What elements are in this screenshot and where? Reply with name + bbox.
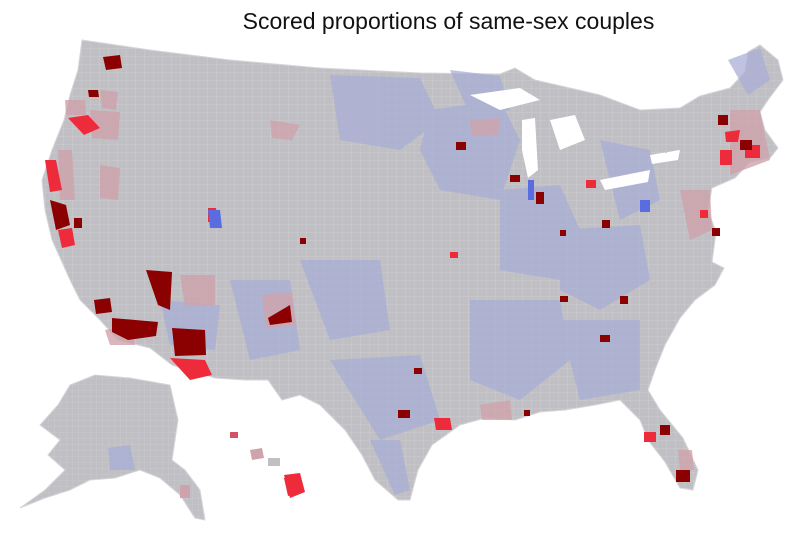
very-low-proportion-counties	[208, 180, 650, 228]
low-proportion-regions	[160, 48, 770, 495]
hawaii-inset	[230, 432, 305, 498]
very-high-proportion-counties	[50, 55, 752, 482]
great-lakes	[470, 88, 680, 190]
map-title: Scored proportions of same-sex couples	[242, 8, 655, 34]
alaska-inset	[19, 374, 206, 521]
contiguous-us	[41, 39, 784, 501]
